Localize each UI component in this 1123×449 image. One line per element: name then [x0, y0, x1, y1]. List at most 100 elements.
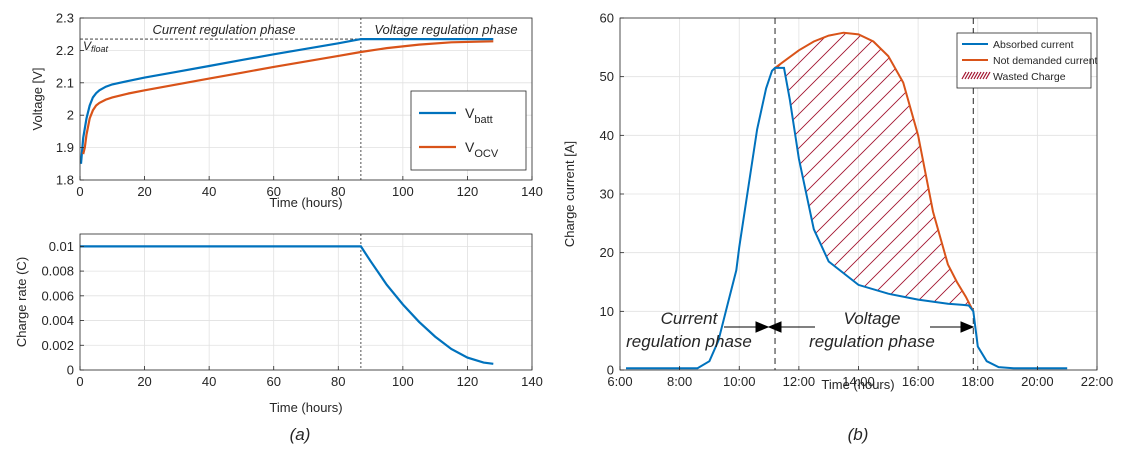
x-tick-label: 22:00	[1081, 374, 1114, 389]
legend-hatch-line	[982, 71, 988, 80]
phase-right-annotation: Voltage regulation phase	[374, 22, 517, 37]
y-tick-label: 0.008	[41, 264, 74, 279]
y-tick-label: 10	[600, 304, 614, 319]
x-tick-label: 20	[137, 374, 151, 389]
x-tick-label: 140	[521, 184, 543, 199]
legend-wasted-swatch	[961, 71, 991, 80]
y-tick-label: 2.1	[56, 75, 74, 90]
hatch-line	[775, 32, 913, 312]
x-tick-label: 18:00	[961, 374, 994, 389]
x-tick-label: 6:00	[607, 374, 632, 389]
y-tick-label: 1.8	[56, 173, 74, 188]
chart-charge-current: 6:00 8:00 10:00 12:00 14:00 16:00 18:00 20:00 22…	[562, 11, 1123, 393]
legend-hatch-line	[985, 71, 991, 80]
series-vocv-line	[82, 40, 494, 155]
x-axis-label: Time (hours)	[821, 377, 894, 392]
x-tick-label: 80	[331, 184, 345, 199]
chart-charge-rate: 0 20 40 60 80 100 120 140 0 0.002 0.004 0.006 0.008…	[14, 233, 543, 415]
hatch-line	[775, 32, 947, 312]
legend-vbatt-label: Vbatt	[465, 105, 493, 126]
x-axis-label: Time (hours)	[269, 400, 342, 415]
x-tick-label: 0	[76, 184, 83, 199]
voltage-phase-label-line1: Voltage	[843, 309, 900, 328]
legend-hatch-line	[964, 71, 970, 80]
hatch-line	[775, 32, 862, 312]
x-ticks: 0 20 40 60 80 100 120 140	[76, 176, 543, 199]
y-tick-label: 50	[600, 69, 614, 84]
y-ticks: 1.8 1.9 2 2.1 2.2 2.3	[56, 11, 84, 188]
y-ticks: 0 0.002 0.004 0.006 0.008 0.01	[41, 239, 84, 378]
x-tick-label: 140	[521, 374, 543, 389]
y-tick-label: 2.2	[56, 43, 74, 58]
y-tick-label: 0.002	[41, 338, 74, 353]
phase-arrows	[724, 321, 975, 333]
axes-box	[79, 233, 533, 371]
series-not-demanded-current-line	[774, 31, 975, 312]
x-tick-label: 60	[266, 184, 280, 199]
x-tick-label: 20	[137, 184, 151, 199]
x-tick-label: 40	[202, 184, 216, 199]
hatch-line	[775, 32, 896, 312]
x-tick-label: 80	[331, 374, 345, 389]
phase-left-annotation: Current regulation phase	[152, 22, 295, 37]
hatch-line	[775, 32, 974, 312]
legend: Absorbed current Not demanded current Wa…	[956, 32, 1098, 89]
vfloat-label: Vfloat	[83, 39, 109, 54]
y-tick-label: 0	[67, 363, 74, 378]
legend-wasted-label: Wasted Charge	[993, 71, 1066, 83]
legend-absorbed-label: Absorbed current	[993, 39, 1074, 51]
legend-hatch-line	[961, 71, 967, 80]
y-tick-label: 0	[607, 363, 614, 378]
series-absorbed-current-line	[626, 66, 1068, 370]
y-tick-label: 0.006	[41, 288, 74, 303]
x-ticks: 6:00 8:00 10:00 12:00 14:00 16:00 18:00 20:00 22…	[607, 366, 1113, 389]
x-tick-label: 100	[392, 374, 414, 389]
y-tick-label: 20	[600, 245, 614, 260]
hatch-line	[775, 32, 879, 312]
hatch-line	[775, 32, 974, 312]
x-tick-label: 10:00	[723, 374, 756, 389]
legend-hatch-line	[973, 71, 979, 80]
y-tick-label: 30	[600, 187, 614, 202]
y-tick-label: 1.9	[56, 140, 74, 155]
y-tick-label: 0.01	[49, 239, 74, 254]
hatch-line	[775, 32, 930, 312]
y-tick-label: 40	[600, 128, 614, 143]
x-tick-label: 16:00	[902, 374, 935, 389]
x-tick-label: 120	[457, 374, 479, 389]
x-tick-label: 120	[457, 184, 479, 199]
x-ticks: 0 20 40 60 80 100 120 140	[76, 366, 543, 389]
hatch-line	[775, 32, 974, 312]
legend-hatch-line	[967, 71, 973, 80]
hatch-line	[775, 32, 974, 312]
legend-hatch-line	[970, 71, 976, 80]
legend: Vbatt VOCV	[410, 90, 527, 171]
x-axis-label: Time (hours)	[269, 195, 342, 210]
y-axis-label: Charge current [A]	[562, 141, 577, 247]
y-tick-label: 60	[600, 11, 614, 26]
current-phase-label-line2: regulation phase	[626, 332, 752, 351]
y-tick-label: 2	[67, 108, 74, 123]
x-tick-label: 0	[76, 374, 83, 389]
panel-label-a: (a)	[290, 425, 311, 444]
panel-label-b: (b)	[848, 425, 869, 444]
x-tick-label: 40	[202, 374, 216, 389]
chart-voltage: 0 20 40 60 80 100 120 140 1.8 1.9 2 2.1 2.2 2.3 Time…	[30, 11, 543, 211]
y-axis-label: Voltage [V]	[30, 68, 45, 131]
legend-not-demanded-label: Not demanded current	[993, 55, 1098, 67]
x-tick-label: 100	[392, 184, 414, 199]
x-tick-label: 14:00	[842, 374, 875, 389]
current-phase-label-line1: Current	[661, 309, 719, 328]
y-axis-label: Charge rate (C)	[14, 257, 29, 347]
x-tick-label: 12:00	[783, 374, 816, 389]
series-charge-rate-line	[80, 245, 494, 365]
hatch-line	[1104, 18, 1123, 370]
legend-hatch-line	[979, 71, 985, 80]
legend-vocv-label: VOCV	[465, 139, 499, 160]
x-tick-label: 8:00	[667, 374, 692, 389]
y-tick-label: 0.004	[41, 313, 74, 328]
x-tick-label: 20:00	[1021, 374, 1054, 389]
axes-box	[79, 17, 533, 181]
y-ticks: 0 10 20 30 40 50 60	[600, 11, 624, 378]
